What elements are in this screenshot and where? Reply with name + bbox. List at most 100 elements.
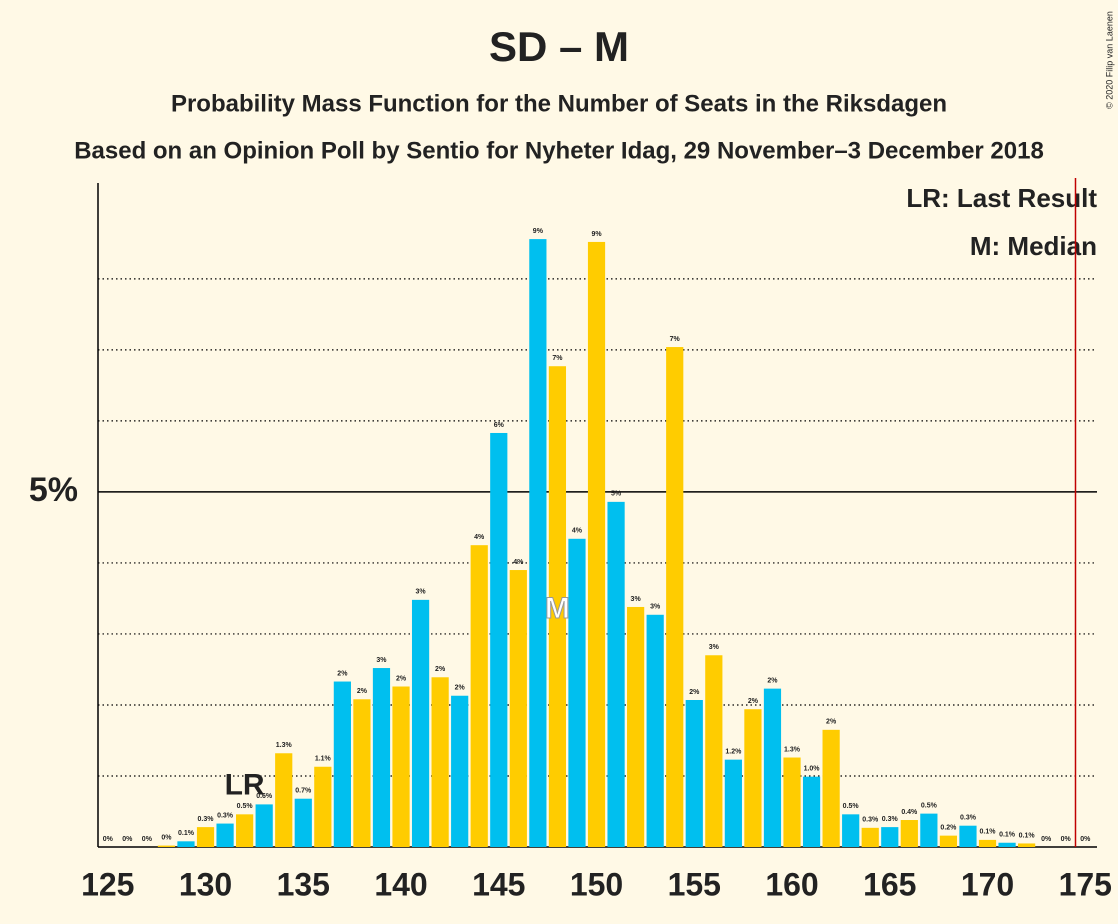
- x-tick-label: 160: [765, 866, 818, 902]
- value-label: 9%: [591, 231, 602, 238]
- value-label: 0%: [103, 836, 114, 843]
- y-tick-label: 5%: [29, 471, 78, 509]
- value-label: 4%: [513, 559, 524, 566]
- copyright: © 2020 Filip van Laenen: [1104, 11, 1114, 109]
- value-label: 0%: [1041, 836, 1052, 843]
- bar: [666, 347, 684, 847]
- x-tick-label: 155: [668, 866, 721, 902]
- value-label: 6%: [494, 422, 505, 429]
- bar: [529, 239, 547, 848]
- value-label: 0.3%: [217, 812, 234, 819]
- bar: [372, 668, 391, 847]
- chart-title: SD – M: [489, 23, 629, 70]
- value-label: 0.7%: [295, 788, 312, 795]
- bar: [333, 681, 351, 847]
- value-label: 1.1%: [315, 756, 332, 763]
- bar: [939, 835, 958, 847]
- value-label: 1.2%: [725, 748, 742, 755]
- bar: [783, 757, 801, 847]
- bar: [763, 688, 782, 847]
- value-label: 2%: [826, 719, 837, 726]
- bar: [607, 501, 625, 847]
- bar: [920, 813, 938, 847]
- value-label: 1.0%: [804, 766, 821, 773]
- bar: [959, 825, 977, 847]
- value-label: 0.5%: [237, 803, 254, 810]
- bar: [275, 753, 293, 847]
- bar: [685, 699, 703, 847]
- subtitle: Based on an Opinion Poll by Sentio for N…: [74, 137, 1044, 164]
- value-label: 0.4%: [901, 809, 918, 816]
- bar: [255, 804, 273, 847]
- value-label: 2%: [435, 666, 446, 673]
- bar: [627, 606, 645, 847]
- value-label: 0%: [1080, 836, 1091, 843]
- x-tick-label: 130: [179, 866, 232, 902]
- bar: [490, 432, 508, 847]
- value-label: 4%: [572, 528, 583, 535]
- value-label: 3%: [650, 604, 661, 611]
- bar: [177, 841, 195, 847]
- bar: [196, 827, 215, 847]
- bar: [294, 798, 312, 847]
- bar: [431, 677, 449, 847]
- bar: [509, 570, 527, 847]
- value-label: 5%: [611, 491, 622, 498]
- x-tick-label: 175: [1059, 866, 1112, 902]
- bar: [744, 709, 762, 847]
- legend-entry: LR: Last Result: [906, 183, 1097, 213]
- value-label: 2%: [767, 677, 778, 684]
- value-label: 3%: [709, 644, 720, 651]
- bar: [900, 820, 918, 847]
- x-tick-label: 125: [81, 866, 134, 902]
- bar: [314, 766, 332, 847]
- value-label: 0.3%: [198, 816, 215, 823]
- value-label: 0%: [142, 836, 153, 843]
- value-label: 0.5%: [843, 803, 860, 810]
- value-label: 2%: [455, 685, 466, 692]
- value-label: 0.3%: [882, 816, 899, 823]
- value-label: 2%: [396, 675, 407, 682]
- bar: [646, 614, 664, 847]
- annotation: M: [545, 592, 570, 625]
- bar: [548, 366, 567, 847]
- value-label: 0%: [161, 834, 172, 841]
- legend-entry: M: Median: [970, 231, 1097, 261]
- bar: [216, 823, 234, 847]
- value-label: 0.1%: [999, 832, 1016, 839]
- bar: [822, 729, 840, 847]
- bar: [353, 699, 371, 847]
- x-tick-label: 165: [863, 866, 916, 902]
- x-tick-label: 150: [570, 866, 623, 902]
- value-label: 1.3%: [276, 742, 293, 749]
- value-label: 0.1%: [1019, 832, 1036, 839]
- bar: [587, 241, 606, 848]
- value-label: 0.3%: [862, 817, 879, 824]
- bar: [724, 759, 742, 847]
- value-label: 0.2%: [940, 824, 957, 831]
- subtitle: Probability Mass Function for the Number…: [171, 90, 947, 117]
- bar: [998, 842, 1016, 847]
- x-tick-label: 170: [961, 866, 1014, 902]
- bar: [470, 545, 488, 847]
- value-label: 2%: [748, 698, 759, 705]
- bar: [842, 814, 860, 847]
- value-label: 0.1%: [980, 829, 997, 836]
- bar: [236, 814, 254, 847]
- bar: [1018, 843, 1036, 847]
- value-label: 2%: [689, 689, 700, 696]
- bar: [411, 599, 430, 847]
- value-label: 9%: [533, 228, 544, 235]
- value-label: 0%: [1061, 836, 1072, 843]
- value-label: 2%: [357, 688, 368, 695]
- value-label: 2%: [337, 670, 348, 677]
- value-label: 0%: [122, 836, 133, 843]
- x-tick-label: 135: [277, 866, 330, 902]
- bar: [157, 845, 176, 847]
- x-tick-label: 140: [374, 866, 427, 902]
- value-label: 1.3%: [784, 746, 801, 753]
- value-label: 0.5%: [921, 802, 938, 809]
- bar: [705, 655, 723, 847]
- value-label: 3%: [631, 596, 642, 603]
